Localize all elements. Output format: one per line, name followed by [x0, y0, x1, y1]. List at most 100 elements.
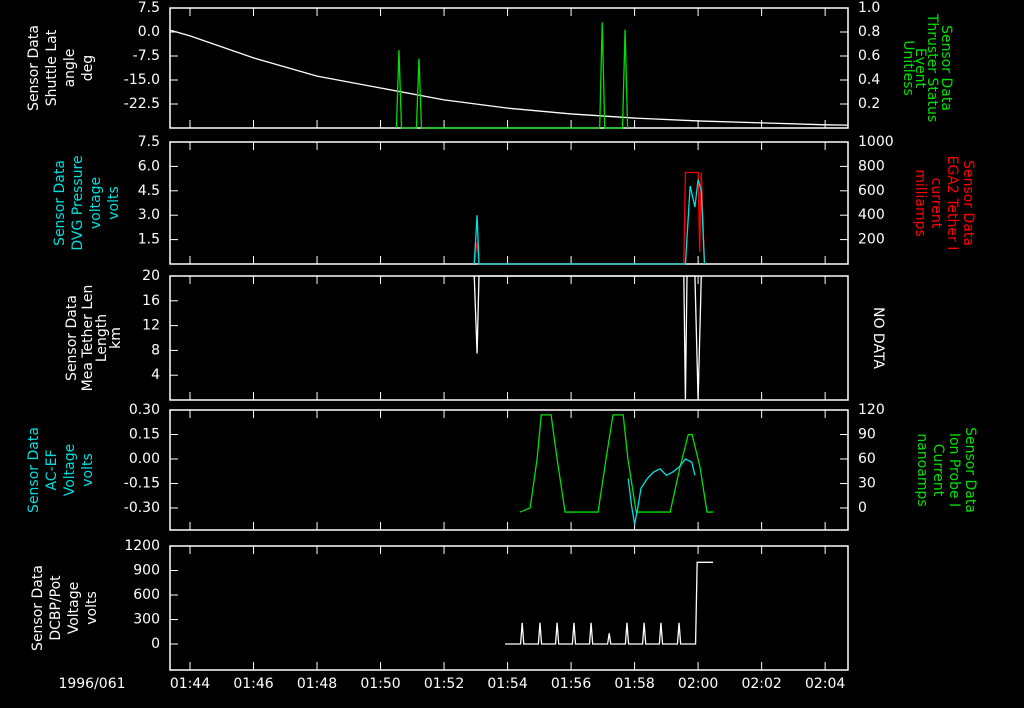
y2-tick-label: 400 [858, 207, 885, 223]
y-axis-label: DCBP/Pot [48, 575, 64, 641]
y2-tick-label: 600 [858, 183, 885, 199]
y2-axis-label: Event [912, 48, 928, 89]
y2-tick-label: 1000 [858, 134, 894, 150]
y-tick-label: 3.0 [138, 207, 160, 223]
annotation: NO DATA [870, 307, 886, 369]
y-axis-label: Voltage [62, 444, 78, 497]
x-tick-label: 01:56 [551, 676, 591, 692]
y2-tick-label: 60 [858, 451, 876, 467]
x-tick-label: 01:52 [424, 676, 464, 692]
y-axis-label: Sensor Data [26, 427, 42, 513]
y-tick-label: 0.0 [138, 24, 160, 40]
y2-axis-label: nanoamps [914, 433, 930, 506]
y-axis-label: deg [80, 55, 96, 81]
y-tick-label: -15.0 [124, 72, 160, 88]
y-axis-label: Voltage [66, 582, 82, 635]
y-axis-label: Sensor Data [64, 295, 80, 381]
y-tick-label: 6.0 [138, 158, 160, 174]
y-tick-label: 1.5 [138, 232, 160, 248]
y-tick-label: 0.00 [129, 451, 160, 467]
y-axis-label: Sensor Data [26, 25, 42, 111]
y-tick-label: 0.30 [129, 402, 160, 418]
y-tick-label: 20 [142, 268, 160, 284]
series-line [519, 414, 714, 513]
y-axis-label: volts [84, 591, 100, 625]
y2-tick-label: 90 [858, 426, 876, 442]
x-tick-label: 01:48 [297, 676, 337, 692]
x-tick-label: 02:00 [678, 676, 718, 692]
y2-tick-label: 0.4 [858, 72, 880, 88]
y-axis-label: volts [106, 186, 122, 220]
y-tick-label: 0 [151, 636, 160, 652]
series-line [395, 22, 629, 129]
x-tick-label: 01:50 [360, 676, 400, 692]
y-axis-label: km [108, 327, 124, 349]
y2-axis-label: Sensor Data [962, 427, 978, 513]
y2-axis-label: Unitless [900, 40, 916, 96]
y-axis-label: Shuttle Lat [44, 29, 60, 106]
x-tick-label: 02:04 [805, 676, 845, 692]
series-line [505, 561, 714, 645]
y-axis-label: volts [80, 453, 96, 487]
y2-tick-label: 30 [858, 475, 876, 491]
x-axis-label: 1996/061 [58, 676, 125, 692]
y2-axis-label: EGA2 Tether I [944, 156, 960, 251]
y2-tick-label: 200 [858, 232, 885, 248]
y2-axis-label: Current [930, 444, 946, 497]
y-tick-label: 7.5 [138, 134, 160, 150]
y2-axis-label: current [928, 178, 944, 229]
panel-frame [169, 545, 849, 671]
y2-tick-label: 0.8 [858, 24, 880, 40]
y-axis-label: Sensor Data [52, 160, 68, 246]
y2-tick-label: 800 [858, 158, 885, 174]
y-tick-label: -0.15 [124, 475, 160, 491]
series-line [627, 458, 696, 525]
y-tick-label: 8 [151, 342, 160, 358]
y-tick-label: 300 [133, 612, 160, 628]
y-axis-label: AC-EF [44, 449, 60, 490]
y2-axis-label: Sensor Data [960, 160, 976, 246]
y-axis-label: Sensor Data [30, 565, 46, 651]
y-tick-label: -22.5 [124, 96, 160, 112]
y-tick-label: 1200 [124, 538, 160, 554]
series-line [473, 179, 706, 265]
panel-frame [169, 275, 849, 401]
y-axis-label: Mea Tether Len [80, 285, 96, 392]
y-tick-label: 600 [133, 587, 160, 603]
series-line [169, 29, 849, 126]
y-tick-label: 4 [151, 367, 160, 383]
y-tick-label: 16 [142, 293, 160, 309]
y2-axis-label: Thruster Status [924, 13, 940, 122]
y-tick-label: 0.15 [129, 426, 160, 442]
y2-axis-label: Ion Probe I [946, 433, 962, 507]
series-line [473, 171, 706, 265]
y2-axis-label: milliamps [912, 169, 928, 237]
y-tick-label: 7.5 [138, 0, 160, 16]
y-axis-label: angle [62, 49, 78, 88]
x-tick-label: 01:54 [487, 676, 527, 692]
series-line [473, 275, 702, 401]
y2-axis-label: Sensor Data [938, 25, 954, 111]
y2-tick-label: 0 [858, 500, 867, 516]
panel-frame [169, 141, 849, 265]
y-tick-label: -0.30 [124, 500, 160, 516]
y-axis-label: DVG Pressure [70, 155, 86, 250]
y-tick-label: -7.5 [133, 48, 160, 64]
y-axis-label: voltage [88, 177, 104, 229]
x-tick-label: 01:58 [614, 676, 654, 692]
panel-frame [169, 409, 849, 531]
x-tick-label: 01:46 [233, 676, 273, 692]
y-tick-label: 4.5 [138, 183, 160, 199]
y2-tick-label: 120 [858, 402, 885, 418]
y-tick-label: 900 [133, 563, 160, 579]
y2-tick-label: 1.0 [858, 0, 880, 16]
y-axis-label: Length [94, 314, 110, 362]
panel-frame [169, 7, 849, 129]
y2-tick-label: 0.2 [858, 96, 880, 112]
x-tick-label: 01:44 [170, 676, 210, 692]
y-tick-label: 12 [142, 318, 160, 334]
y2-tick-label: 0.6 [858, 48, 880, 64]
x-tick-label: 02:02 [741, 676, 781, 692]
